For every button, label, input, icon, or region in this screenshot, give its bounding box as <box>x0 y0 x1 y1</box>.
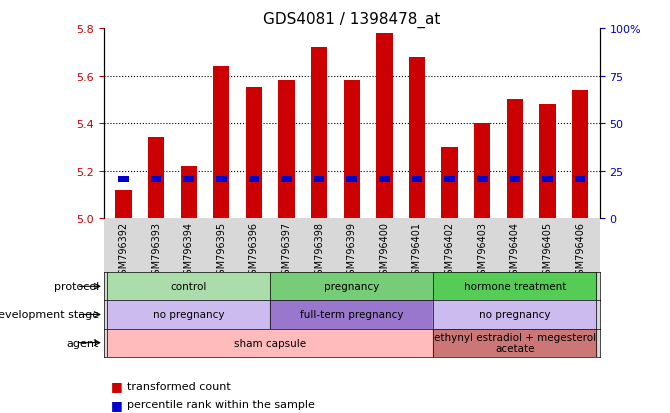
Text: development stage: development stage <box>0 310 99 320</box>
Title: GDS4081 / 1398478_at: GDS4081 / 1398478_at <box>263 12 440 28</box>
Text: percentile rank within the sample: percentile rank within the sample <box>127 399 315 409</box>
Bar <box>344 81 360 219</box>
Bar <box>346 177 357 182</box>
Bar <box>270 301 433 329</box>
Bar <box>249 177 259 182</box>
Bar <box>311 48 327 219</box>
Bar <box>411 177 422 182</box>
Text: control: control <box>170 282 207 292</box>
Text: GSM796397: GSM796397 <box>281 221 291 280</box>
Bar <box>115 190 131 219</box>
Bar <box>444 177 455 182</box>
Bar <box>433 301 596 329</box>
Bar <box>539 105 555 219</box>
Text: GSM796403: GSM796403 <box>477 221 487 280</box>
Bar <box>433 273 596 301</box>
Text: ethynyl estradiol + megesterol
acetate: ethynyl estradiol + megesterol acetate <box>433 332 596 354</box>
Bar <box>107 301 270 329</box>
Bar <box>409 57 425 219</box>
Bar <box>281 177 292 182</box>
Text: transformed count: transformed count <box>127 381 231 391</box>
Text: GSM796399: GSM796399 <box>347 221 356 280</box>
Bar <box>510 177 520 182</box>
Bar <box>377 33 393 219</box>
Text: GSM796398: GSM796398 <box>314 221 324 280</box>
Bar <box>379 177 390 182</box>
Bar <box>278 81 295 219</box>
Text: agent: agent <box>66 338 99 348</box>
Text: GSM796401: GSM796401 <box>412 221 422 280</box>
Bar <box>474 124 490 219</box>
Text: protocol: protocol <box>54 282 99 292</box>
Text: full-term pregnancy: full-term pregnancy <box>300 310 403 320</box>
Text: no pregnancy: no pregnancy <box>479 310 551 320</box>
Text: ■: ■ <box>111 398 127 411</box>
Text: GSM796392: GSM796392 <box>119 221 129 280</box>
Text: GSM796402: GSM796402 <box>445 221 455 280</box>
Text: GSM796393: GSM796393 <box>151 221 161 280</box>
Bar <box>575 177 586 182</box>
Text: GSM796396: GSM796396 <box>249 221 259 280</box>
Bar <box>507 100 523 219</box>
Bar <box>118 177 129 182</box>
Text: GSM796395: GSM796395 <box>216 221 226 280</box>
Text: GSM796404: GSM796404 <box>510 221 520 280</box>
Text: pregnancy: pregnancy <box>324 282 379 292</box>
Text: GSM796406: GSM796406 <box>575 221 585 280</box>
Text: hormone treatment: hormone treatment <box>464 282 566 292</box>
Bar <box>180 167 197 219</box>
Bar <box>572 91 588 219</box>
Bar <box>107 273 270 301</box>
Bar <box>184 177 194 182</box>
Bar <box>151 177 161 182</box>
Bar <box>314 177 324 182</box>
Bar <box>148 138 164 219</box>
Bar <box>270 273 433 301</box>
Bar <box>442 148 458 219</box>
Text: sham capsule: sham capsule <box>234 338 306 348</box>
Bar <box>213 67 229 219</box>
Bar <box>477 177 488 182</box>
Text: ■: ■ <box>111 379 127 392</box>
Bar <box>542 177 553 182</box>
Bar <box>107 329 433 357</box>
Bar <box>433 329 596 357</box>
Text: GSM796394: GSM796394 <box>184 221 194 280</box>
Text: GSM796400: GSM796400 <box>379 221 389 280</box>
Bar <box>246 88 262 219</box>
Text: GSM796405: GSM796405 <box>543 221 553 280</box>
Text: no pregnancy: no pregnancy <box>153 310 224 320</box>
Bar <box>216 177 226 182</box>
